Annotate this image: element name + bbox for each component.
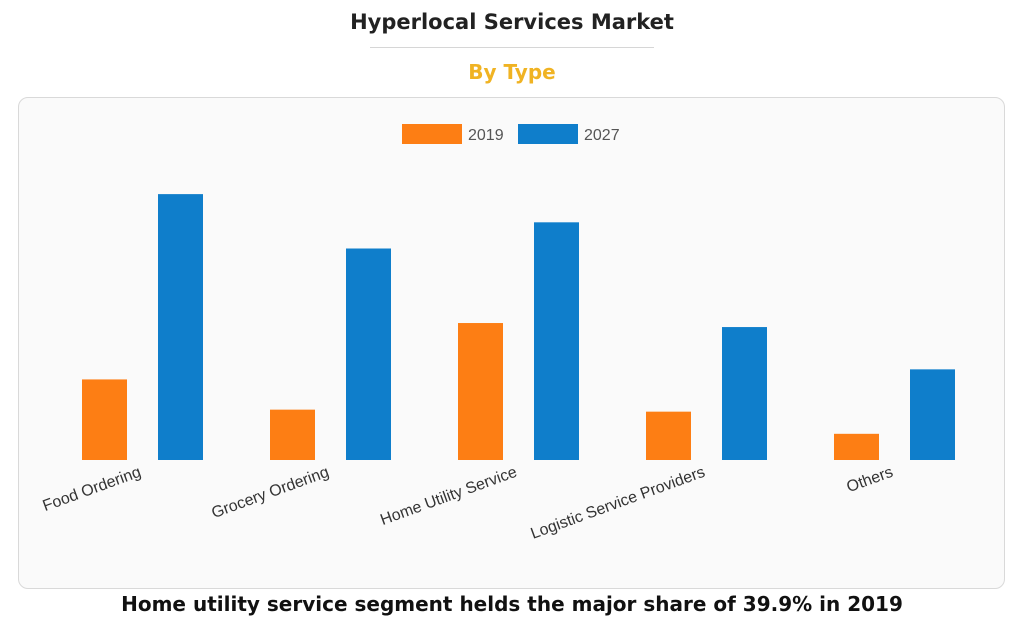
category-label-others: Others [844,464,895,496]
title-divider [370,47,654,48]
bar-2027-food-ordering [158,194,203,460]
legend-swatch-2027 [518,124,578,144]
bar-2019-logistic-service-providers [646,411,691,460]
category-label-grocery-ordering: Grocery Ordering [209,464,331,522]
bar-2027-others [910,369,955,460]
category-labels: Food Ordering Grocery Ordering Home Utilit… [41,464,896,543]
legend-label-2019: 2019 [468,127,504,144]
bar-2027-logistic-service-providers [722,327,767,460]
bar-2019-others [834,433,879,460]
chart-subtitle: By Type [468,60,556,84]
category-label-logistic-service-providers: Logistic Service Providers [529,464,708,543]
legend: 2019 2027 [402,124,620,144]
category-label-home-utility-service: Home Utility Service [378,464,519,529]
category-label-food-ordering: Food Ordering [41,464,144,515]
chart-panel: 2019 2027 Food Ordering Grocery Ordering Ho… [18,97,1005,589]
bar-2027-home-utility-service [534,222,579,460]
bar-2019-grocery-ordering [270,409,315,460]
chart-title: Hyperlocal Services Market [350,10,674,34]
bar-2027-grocery-ordering [346,248,391,460]
bar-2019-food-ordering [82,379,127,460]
bar-chart: 2019 2027 Food Ordering Grocery Ordering Ho… [41,124,955,543]
bar-2019-home-utility-service [458,323,503,460]
legend-label-2027: 2027 [584,127,620,144]
footer-caption: Home utility service segment helds the m… [121,592,903,616]
legend-swatch-2019 [402,124,462,144]
bars [82,194,955,460]
